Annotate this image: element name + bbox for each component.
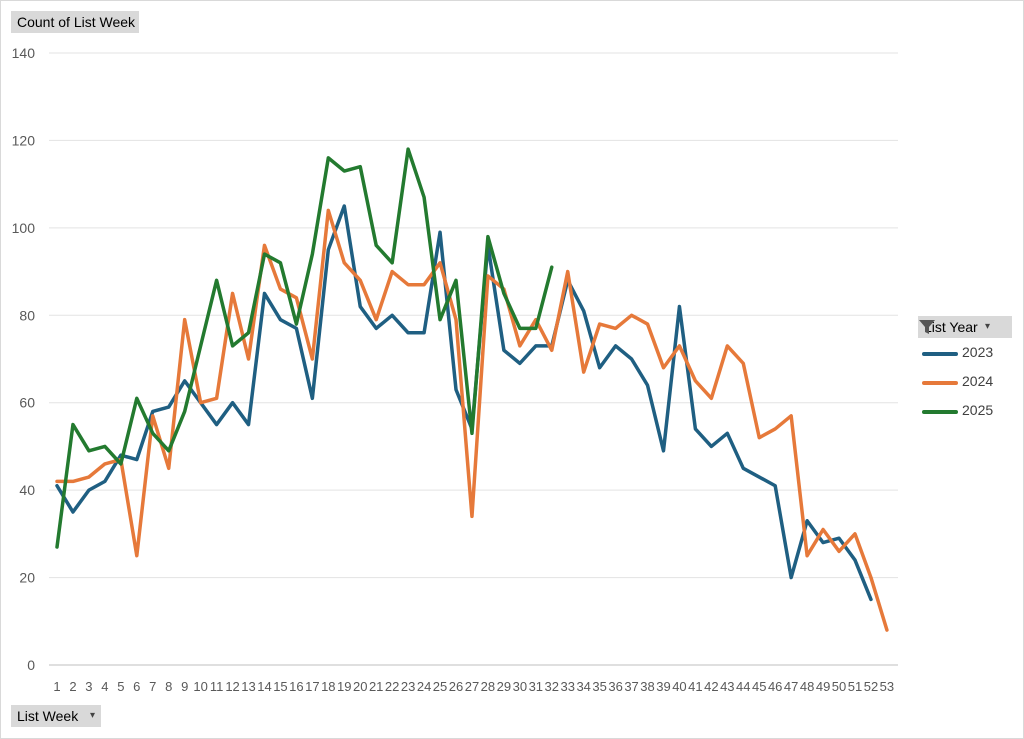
x-tick-label: 19 [337,679,351,694]
x-tick-label: 15 [273,679,287,694]
x-tick-label: 37 [624,679,638,694]
x-tick-label: 20 [353,679,367,694]
legend-label: 2024 [962,373,994,389]
x-tick-label: 34 [576,679,590,694]
y-tick-label: 0 [27,657,35,673]
x-tick-label: 24 [417,679,431,694]
x-tick-label: 6 [133,679,140,694]
x-tick-label: 31 [529,679,543,694]
x-tick-label: 46 [768,679,782,694]
x-tick-label: 4 [101,679,108,694]
x-tick-label: 10 [193,679,207,694]
dropdown-arrow-icon[interactable]: ▾ [89,710,95,721]
x-tick-label: 29 [497,679,511,694]
legend-label: 2025 [962,402,994,418]
y-tick-label: 40 [19,482,35,498]
x-tick-label: 5 [117,679,124,694]
filter-funnel-icon[interactable] [918,319,936,335]
x-tick-label: 40 [672,679,686,694]
legend-field-button[interactable]: List Year ▾ [918,316,1012,338]
axis-field-label: List Week [17,708,79,724]
y-tick-label: 80 [19,307,35,323]
y-tick-label: 100 [12,220,36,236]
legend-swatch [922,381,958,385]
x-tick-label: 45 [752,679,766,694]
value-field-button[interactable]: Count of List Week [11,11,139,33]
y-tick-label: 120 [12,132,36,148]
x-tick-label: 47 [784,679,798,694]
x-tick-label: 35 [592,679,606,694]
x-tick-label: 12 [225,679,239,694]
axis-field-button[interactable]: List Week ▾ [11,705,101,727]
series-line-2025 [55,147,554,549]
x-tick-label: 21 [369,679,383,694]
x-tick-label: 41 [688,679,702,694]
x-tick-label: 9 [181,679,188,694]
x-tick-label: 13 [241,679,255,694]
x-tick-label: 17 [305,679,319,694]
x-tick-label: 38 [640,679,654,694]
x-tick-label: 14 [257,679,271,694]
y-tick-label: 140 [12,45,36,61]
dropdown-arrow-icon[interactable]: ▾ [984,321,990,332]
x-tick-label: 7 [149,679,156,694]
legend-swatch [922,410,958,414]
legend-field-label: List Year [924,319,978,335]
x-tick-label: 51 [848,679,862,694]
x-tick-label: 53 [880,679,894,694]
x-tick-label: 11 [210,679,224,694]
x-tick-label: 36 [608,679,622,694]
x-tick-label: 26 [449,679,463,694]
x-tick-label: 3 [85,679,92,694]
x-tick-label: 43 [720,679,734,694]
y-tick-label: 60 [19,395,35,411]
x-tick-label: 25 [433,679,447,694]
x-tick-label: 27 [465,679,479,694]
x-tick-label: 28 [481,679,495,694]
legend-swatch [922,352,958,356]
x-tick-label: 8 [165,679,172,694]
x-tick-label: 16 [289,679,303,694]
x-tick-label: 23 [401,679,415,694]
x-tick-label: 2 [69,679,76,694]
x-tick-label: 30 [513,679,527,694]
x-tick-label: 49 [816,679,830,694]
value-field-label: Count of List Week [17,14,136,30]
x-tick-label: 52 [864,679,878,694]
x-tick-label: 42 [704,679,718,694]
x-tick-label: 39 [656,679,670,694]
x-tick-label: 22 [385,679,399,694]
y-tick-label: 20 [19,570,35,586]
x-tick-label: 1 [53,679,60,694]
x-tick-label: 50 [832,679,846,694]
x-tick-label: 18 [321,679,335,694]
x-tick-label: 32 [545,679,559,694]
x-tick-label: 48 [800,679,814,694]
x-tick-label: 33 [560,679,574,694]
x-tick-label: 44 [736,679,750,694]
legend-label: 2023 [962,344,994,360]
